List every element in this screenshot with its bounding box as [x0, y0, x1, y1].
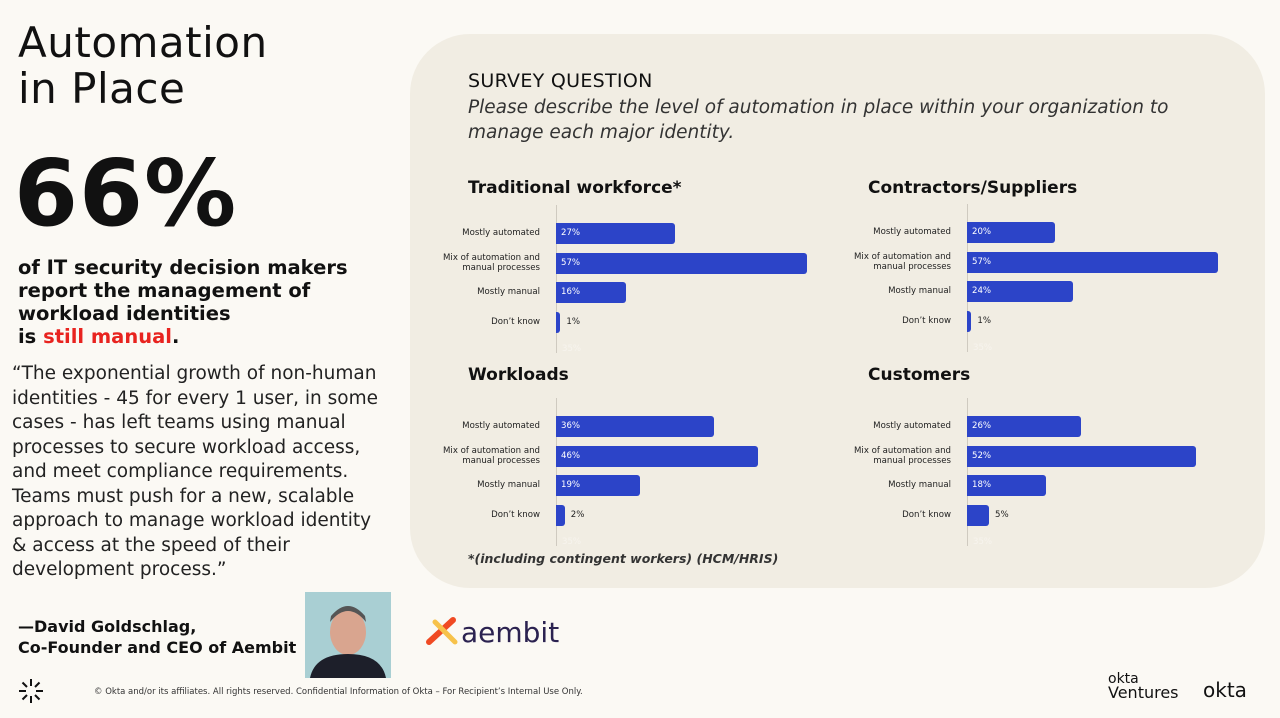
category-label: Don’t know [902, 509, 951, 520]
category-label: Mostly automated [873, 227, 951, 237]
data-label: 1% [566, 316, 581, 327]
bar [556, 223, 675, 244]
bar [556, 445, 759, 467]
bar [556, 311, 561, 333]
desc-text: is [18, 325, 44, 348]
data-label: 2% [570, 509, 585, 520]
category-label: Mix of automation and manual processes [443, 445, 540, 466]
bar [556, 252, 807, 274]
data-label: 26% [972, 421, 992, 431]
chart-title: Traditional workforce* [468, 178, 682, 198]
category-label: Mostly automated [873, 421, 951, 431]
category-label: Mix of automation and manual processes [854, 251, 951, 272]
author-name: —David Goldschlag, [18, 617, 197, 636]
bar [967, 251, 1218, 273]
hidden-label: 35% [973, 343, 993, 353]
data-label: 57% [561, 257, 581, 268]
title-line: in Place [18, 64, 186, 113]
data-label: 52% [972, 450, 992, 461]
logo-text: okta [1108, 671, 1139, 687]
copyright: © Okta and/or its affiliates. All rights… [94, 687, 583, 697]
data-label: 1% [977, 315, 992, 326]
category-label: Don’t know [491, 316, 540, 327]
category-label: Mostly manual [477, 287, 540, 297]
data-label: 46% [561, 450, 581, 461]
data-label: 57% [972, 256, 992, 267]
category-label: Mostly manual [477, 480, 540, 490]
category-label: Mostly automated [462, 228, 540, 238]
chart-axis [556, 205, 557, 353]
chart-title: Workloads [468, 365, 569, 385]
footnote: *(including contingent workers) (HCM/HRI… [468, 551, 779, 566]
headline-stat: 66% [14, 140, 238, 247]
category-label: Don’t know [491, 509, 540, 520]
author-photo [305, 592, 391, 678]
bar [556, 416, 715, 437]
bar [967, 504, 989, 526]
category-label: Mostly manual [888, 480, 951, 490]
hidden-label: 35% [973, 537, 993, 547]
desc-line: is still manual. [18, 325, 378, 348]
bar [967, 281, 1073, 302]
bar [967, 445, 1196, 467]
data-label: 19% [561, 480, 581, 490]
aembit-wordmark: aembit [461, 616, 560, 649]
okta-ventures-logo: okta Ventures [1108, 671, 1179, 702]
category-label: Mostly automated [462, 421, 540, 431]
category-label: Don’t know [902, 315, 951, 326]
survey-panel [410, 34, 1265, 588]
hidden-label: 35% [562, 537, 582, 547]
data-label: 16% [561, 287, 581, 297]
bar [967, 475, 1047, 496]
data-label: 24% [972, 286, 992, 296]
chart-axis [967, 204, 968, 352]
data-label: 27% [561, 228, 581, 238]
chart-axis [556, 398, 557, 546]
chart-axis [967, 398, 968, 546]
desc-line: workload identities [18, 302, 231, 325]
survey-question: Please describe the level of automation … [468, 97, 1169, 143]
chart-title: Customers [868, 365, 971, 385]
title-line: Automation [18, 18, 268, 67]
survey-heading: SURVEY QUESTION [468, 70, 653, 92]
hidden-label: 35% [562, 344, 582, 354]
data-label: 20% [972, 227, 992, 237]
bar [967, 416, 1082, 437]
logo-text: Ventures [1108, 683, 1179, 702]
quote-author: —David Goldschlag, Co-Founder and CEO of … [18, 616, 296, 658]
data-label: 36% [561, 421, 581, 431]
bar [556, 504, 565, 526]
aembit-logo: aembit [425, 616, 559, 649]
author-role: Co-Founder and CEO of Aembit [18, 638, 297, 657]
bar [967, 222, 1055, 243]
highlight-text: still manual [43, 325, 172, 348]
category-label: Mostly manual [888, 286, 951, 296]
desc-text: . [171, 325, 180, 348]
okta-logo: okta [1203, 678, 1247, 702]
okta-sunburst-icon [18, 678, 44, 708]
page-title: Automation in Place [18, 20, 268, 112]
chart-title: Contractors/Suppliers [868, 178, 1078, 198]
bar [556, 475, 640, 496]
bar [967, 310, 972, 332]
category-label: Mix of automation and manual processes [854, 445, 951, 466]
bar [556, 282, 627, 303]
data-label: 5% [995, 509, 1009, 520]
stat-description: of IT security decision makers report th… [18, 256, 378, 348]
category-label: Mix of automation and manual processes [443, 252, 540, 273]
desc-line: report the management of [18, 279, 311, 302]
data-label: 18% [972, 480, 992, 490]
quote: “The exponential growth of non-human ide… [12, 363, 378, 580]
desc-line: of IT security decision makers [18, 256, 348, 279]
